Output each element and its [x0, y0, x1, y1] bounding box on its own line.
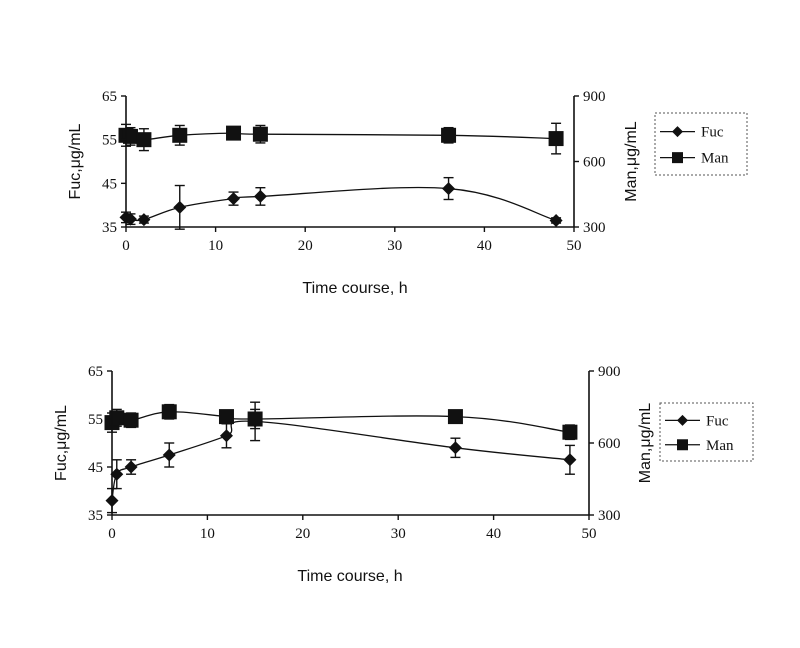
- data-point-fuc: [253, 189, 267, 203]
- series-layer: [118, 122, 564, 230]
- y2-tick-label: 600: [583, 155, 606, 171]
- series-layer: [104, 401, 578, 514]
- data-point-fuc: [227, 192, 241, 206]
- data-point-man: [172, 127, 188, 143]
- legend-item-fuc: Fuc: [665, 413, 729, 429]
- x-tick-label: 50: [582, 526, 597, 542]
- axes-layer: [125, 96, 575, 228]
- legend-label-man: Man: [701, 151, 729, 167]
- x-tick-label: 10: [200, 526, 215, 542]
- legend-item-fuc: Fuc: [660, 125, 724, 141]
- data-point-man: [226, 125, 242, 141]
- data-point-fuc: [549, 213, 563, 227]
- legend-item-man: Man: [665, 438, 734, 454]
- data-point-fuc: [442, 182, 456, 196]
- data-point-fuc: [219, 429, 233, 443]
- x-tick-label: 0: [122, 238, 130, 254]
- y-tick-label: 45: [102, 176, 117, 192]
- x-tick-label: 0: [108, 526, 116, 542]
- legend-label-fuc: Fuc: [706, 413, 729, 429]
- legend: Fuc Man: [654, 112, 748, 176]
- data-point-man: [447, 409, 463, 425]
- legend-marker-fuc: [672, 126, 683, 138]
- legend-box: [659, 402, 754, 462]
- x-tick-label: 50: [567, 238, 582, 254]
- legend: Fuc Man: [659, 402, 754, 462]
- y2-tick-label: 600: [598, 436, 621, 452]
- series-line-man: [111, 411, 571, 433]
- series-line-fuc: [125, 186, 557, 222]
- ticks-layer: 0 10 20 30 40 50 35 45 55 65 300 600 900: [102, 89, 606, 254]
- data-point-fuc: [110, 467, 124, 481]
- data-point-fuc: [173, 200, 187, 214]
- data-point-man: [441, 127, 457, 143]
- left-axis-title: Fuc,μg/mL: [53, 405, 70, 481]
- data-point-man: [562, 424, 578, 440]
- series-line-man: [125, 132, 557, 141]
- data-point-man: [123, 412, 139, 428]
- data-point-man: [247, 411, 263, 427]
- ticks-layer: 0 10 20 30 40 50 35 45 55 65 300 600 900: [88, 364, 621, 542]
- y-tick-label: 35: [102, 220, 117, 236]
- data-point-fuc: [137, 213, 151, 227]
- y2-tick-label: 900: [598, 364, 621, 380]
- data-point-fuc: [124, 460, 138, 474]
- y-tick-label: 55: [88, 412, 103, 428]
- data-point-man: [548, 131, 564, 147]
- x-tick-label: 20: [298, 238, 313, 254]
- y-tick-label: 65: [88, 364, 103, 380]
- data-point-fuc: [162, 448, 176, 462]
- x-tick-label: 40: [477, 238, 492, 254]
- x-tick-label: 40: [486, 526, 501, 542]
- data-point-man: [252, 126, 268, 142]
- legend-label-man: Man: [706, 438, 734, 454]
- legend-item-man: Man: [660, 151, 729, 167]
- legend-box: [654, 112, 748, 176]
- right-axis-title: Man,μg/mL: [623, 121, 640, 201]
- data-point-fuc: [123, 212, 137, 226]
- y-tick-label: 65: [102, 89, 117, 105]
- data-point-man: [218, 409, 234, 425]
- y2-tick-label: 300: [583, 220, 606, 236]
- x-tick-label: 30: [391, 526, 406, 542]
- chart-panel-bottom: 0 10 20 30 40 50 35 45 55 65 300 600 900 Time course…: [53, 364, 754, 585]
- data-point-fuc: [448, 441, 462, 455]
- left-axis-title: Fuc,μg/mL: [67, 123, 84, 199]
- data-point-fuc: [563, 453, 577, 467]
- axes-layer: [111, 371, 590, 516]
- y2-tick-label: 300: [598, 508, 621, 524]
- chart-panel-top: 0 10 20 30 40 50 35 45 55 65 300 600 900 Time course…: [67, 89, 748, 297]
- right-axis-title: Man,μg/mL: [637, 403, 654, 483]
- y-tick-label: 35: [88, 508, 103, 524]
- x-axis-title: Time course, h: [297, 568, 402, 585]
- legend-marker-man: [677, 439, 688, 451]
- x-axis-title: Time course, h: [302, 280, 407, 297]
- legend-marker-fuc: [677, 414, 688, 426]
- legend-marker-man: [672, 152, 683, 164]
- x-tick-label: 10: [208, 238, 223, 254]
- data-point-man: [161, 404, 177, 420]
- y-tick-label: 45: [88, 460, 103, 476]
- legend-label-fuc: Fuc: [701, 125, 724, 141]
- data-point-man: [109, 410, 125, 426]
- series-line-fuc: [111, 420, 570, 501]
- x-tick-label: 30: [387, 238, 402, 254]
- x-tick-label: 20: [295, 526, 310, 542]
- y-tick-label: 55: [102, 133, 117, 149]
- data-point-man: [136, 132, 152, 148]
- y2-tick-label: 900: [583, 89, 606, 105]
